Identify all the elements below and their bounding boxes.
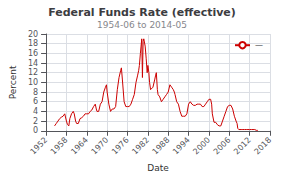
- svg-text:6: 6: [33, 97, 38, 106]
- svg-text:1976: 1976: [110, 136, 131, 157]
- svg-text:20: 20: [28, 30, 38, 39]
- svg-text:1952: 1952: [29, 136, 50, 157]
- svg-text:1988: 1988: [151, 136, 172, 157]
- svg-text:—: —: [255, 41, 263, 50]
- svg-text:2012: 2012: [232, 136, 253, 157]
- svg-text:Federal Funds Rate (effective): Federal Funds Rate (effective): [48, 6, 236, 19]
- svg-text:1994: 1994: [171, 136, 192, 157]
- svg-text:4: 4: [33, 107, 38, 116]
- svg-text:0: 0: [33, 126, 38, 135]
- svg-text:1970: 1970: [90, 136, 111, 157]
- svg-text:12: 12: [28, 68, 38, 77]
- svg-text:2000: 2000: [191, 136, 212, 157]
- svg-text:1958: 1958: [49, 136, 70, 157]
- svg-text:18: 18: [28, 39, 38, 48]
- svg-text:8: 8: [33, 88, 38, 97]
- svg-text:Date: Date: [147, 163, 169, 173]
- svg-text:1982: 1982: [130, 136, 151, 157]
- svg-text:16: 16: [28, 49, 38, 58]
- svg-text:Percent: Percent: [8, 65, 18, 99]
- svg-text:2006: 2006: [212, 136, 233, 157]
- svg-text:2018: 2018: [252, 136, 273, 157]
- svg-text:2: 2: [33, 117, 38, 126]
- svg-text:1954-06 to 2014-05: 1954-06 to 2014-05: [97, 20, 187, 30]
- svg-text:10: 10: [28, 78, 38, 87]
- svg-text:1964: 1964: [69, 136, 90, 157]
- svg-text:14: 14: [28, 59, 38, 68]
